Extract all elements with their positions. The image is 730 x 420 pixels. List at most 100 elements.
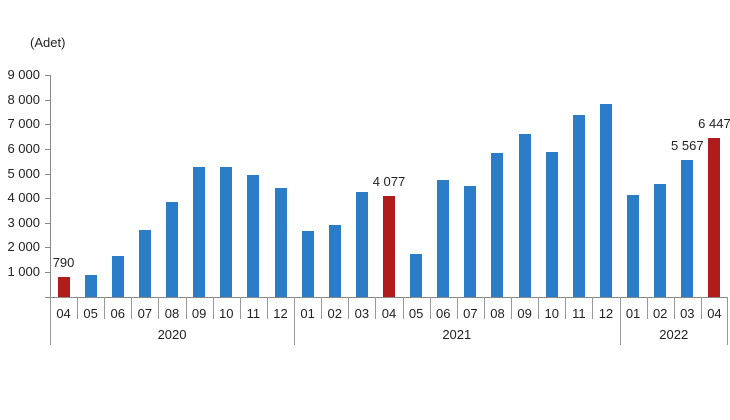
y-tick-label: 9 000	[7, 67, 40, 82]
x-tick-label: 12	[598, 305, 614, 321]
x-cell-divider	[538, 296, 540, 319]
bar-3	[138, 229, 151, 297]
x-tick-label: 04	[56, 305, 71, 321]
x-tick-label: 07	[137, 305, 153, 321]
y-tick-label: 7 000	[7, 116, 40, 132]
year-label: 2021	[442, 326, 472, 342]
bar-8	[274, 188, 287, 297]
x-tick-label: 09	[191, 305, 207, 321]
x-tick-label: 11	[246, 305, 261, 321]
x-cell-divider	[375, 296, 377, 319]
x-tick-label: 11	[572, 305, 586, 321]
y-tick-label: 6 000	[7, 140, 40, 156]
data-label: 5 567	[671, 137, 704, 153]
x-cell-divider	[456, 296, 458, 319]
y-tick-mark	[45, 272, 50, 274]
x-tick-label: 05	[408, 305, 424, 321]
bar-1	[84, 275, 97, 297]
x-cell-divider	[185, 296, 187, 319]
bar-11	[355, 192, 368, 297]
bar-23	[681, 159, 694, 297]
y-tick-label: 2 000	[7, 239, 40, 255]
year-label: 2020	[157, 326, 187, 342]
x-cell-divider	[348, 296, 350, 319]
y-tick-mark	[45, 247, 50, 249]
x-cell-divider	[727, 296, 728, 345]
bar-0	[57, 277, 70, 297]
year-divider	[619, 296, 621, 345]
x-tick-label: 04	[707, 305, 722, 321]
bar-14	[437, 179, 450, 297]
year-divider	[50, 296, 51, 345]
x-tick-label: 01	[625, 305, 641, 321]
x-tick-label: 08	[490, 305, 505, 321]
bar-12	[383, 196, 395, 297]
x-tick-label: 05	[83, 305, 98, 321]
y-tick-label: 8 000	[7, 91, 40, 107]
bar-16	[491, 152, 504, 297]
y-tick-mark	[45, 99, 50, 101]
x-tick-label: 03	[354, 305, 370, 321]
data-label: 790	[52, 255, 75, 271]
y-tick-mark	[45, 222, 50, 224]
x-cell-divider	[104, 296, 106, 319]
bar-4	[166, 201, 179, 297]
y-tick-mark	[45, 173, 50, 175]
y-tick-mark	[45, 124, 50, 126]
unit-label: (Adet)	[30, 35, 66, 50]
x-tick-label: 07	[463, 305, 478, 321]
bar-9	[301, 230, 314, 297]
x-cell-divider	[565, 296, 567, 319]
x-cell-divider	[131, 296, 133, 319]
y-tick-mark	[45, 75, 50, 76]
x-tick-label: 10	[219, 305, 234, 321]
y-tick-mark	[45, 296, 50, 298]
bar-24	[708, 137, 721, 297]
x-tick-label: 06	[110, 305, 126, 321]
bar-5	[193, 167, 206, 297]
x-cell-divider	[77, 296, 79, 319]
y-tick-label: 3 000	[7, 214, 40, 230]
bar-17	[518, 133, 531, 297]
bar-20	[599, 104, 612, 297]
x-cell-divider	[673, 296, 675, 319]
x-cell-divider	[429, 296, 431, 319]
bar-10	[328, 224, 341, 297]
x-tick-label: 08	[164, 305, 180, 321]
data-label: 6 447	[698, 115, 730, 131]
x-tick-label: 12	[273, 305, 288, 321]
x-tick-label: 02	[327, 305, 342, 321]
x-cell-divider	[266, 296, 268, 319]
y-tick-mark	[45, 148, 50, 150]
y-tick-mark	[45, 198, 50, 200]
x-cell-divider	[321, 296, 323, 319]
bar-2	[111, 255, 124, 297]
x-tick-label: 06	[435, 305, 451, 321]
x-cell-divider	[212, 296, 214, 319]
year-label: 2022	[659, 326, 689, 342]
x-cell-divider	[239, 296, 241, 319]
y-tick-label: 1 000	[7, 264, 40, 280]
year-divider	[294, 296, 296, 345]
data-label: 4 077	[372, 174, 406, 190]
bar-13	[410, 253, 423, 297]
bar-18	[545, 151, 558, 297]
x-cell-divider	[646, 296, 648, 319]
x-tick-label: 04	[381, 305, 397, 321]
bar-22	[654, 183, 667, 297]
x-cell-divider	[483, 296, 485, 319]
bar-19	[572, 115, 585, 297]
x-tick-label: 02	[652, 305, 668, 321]
x-tick-label: 09	[517, 305, 532, 321]
x-tick-label: 01	[300, 305, 315, 321]
bar-15	[464, 186, 477, 297]
x-cell-divider	[402, 296, 404, 319]
x-tick-label: 10	[544, 305, 559, 321]
y-axis-line	[50, 75, 51, 342]
bar-21	[627, 194, 640, 297]
x-cell-divider	[592, 296, 594, 319]
y-tick-label: 4 000	[7, 190, 40, 206]
x-cell-divider	[511, 296, 513, 319]
y-tick-label: 5 000	[7, 165, 40, 181]
